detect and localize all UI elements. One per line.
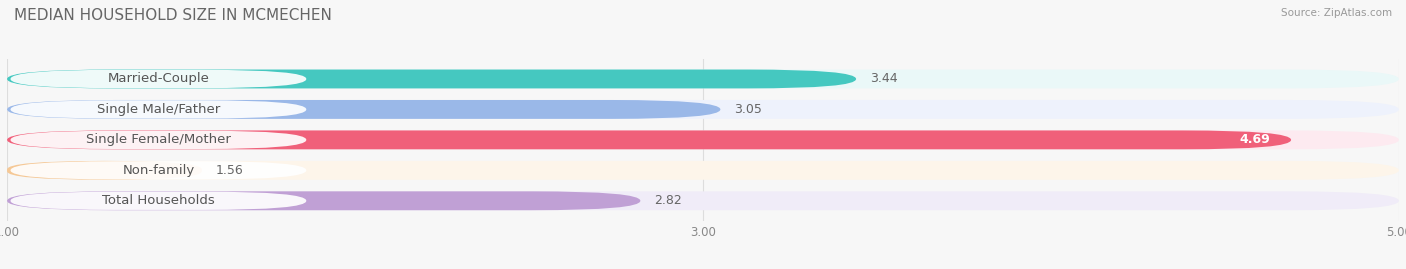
Text: Non-family: Non-family [122,164,194,177]
FancyBboxPatch shape [7,100,720,119]
FancyBboxPatch shape [7,161,202,180]
Text: 3.05: 3.05 [734,103,762,116]
Text: 2.82: 2.82 [654,194,682,207]
Text: 4.69: 4.69 [1240,133,1270,146]
FancyBboxPatch shape [7,191,1399,210]
FancyBboxPatch shape [10,131,307,149]
FancyBboxPatch shape [7,191,640,210]
Text: Total Households: Total Households [103,194,215,207]
FancyBboxPatch shape [7,161,1399,180]
Text: 3.44: 3.44 [870,72,897,86]
FancyBboxPatch shape [7,130,1399,149]
FancyBboxPatch shape [10,70,307,88]
FancyBboxPatch shape [7,100,1399,119]
FancyBboxPatch shape [7,130,1291,149]
FancyBboxPatch shape [10,100,307,119]
FancyBboxPatch shape [10,192,307,210]
Text: Single Male/Father: Single Male/Father [97,103,219,116]
Text: Source: ZipAtlas.com: Source: ZipAtlas.com [1281,8,1392,18]
FancyBboxPatch shape [7,69,1399,89]
FancyBboxPatch shape [10,161,307,179]
FancyBboxPatch shape [7,69,856,89]
Text: Single Female/Mother: Single Female/Mother [86,133,231,146]
Text: Married-Couple: Married-Couple [107,72,209,86]
Text: 1.56: 1.56 [217,164,243,177]
Text: MEDIAN HOUSEHOLD SIZE IN MCMECHEN: MEDIAN HOUSEHOLD SIZE IN MCMECHEN [14,8,332,23]
